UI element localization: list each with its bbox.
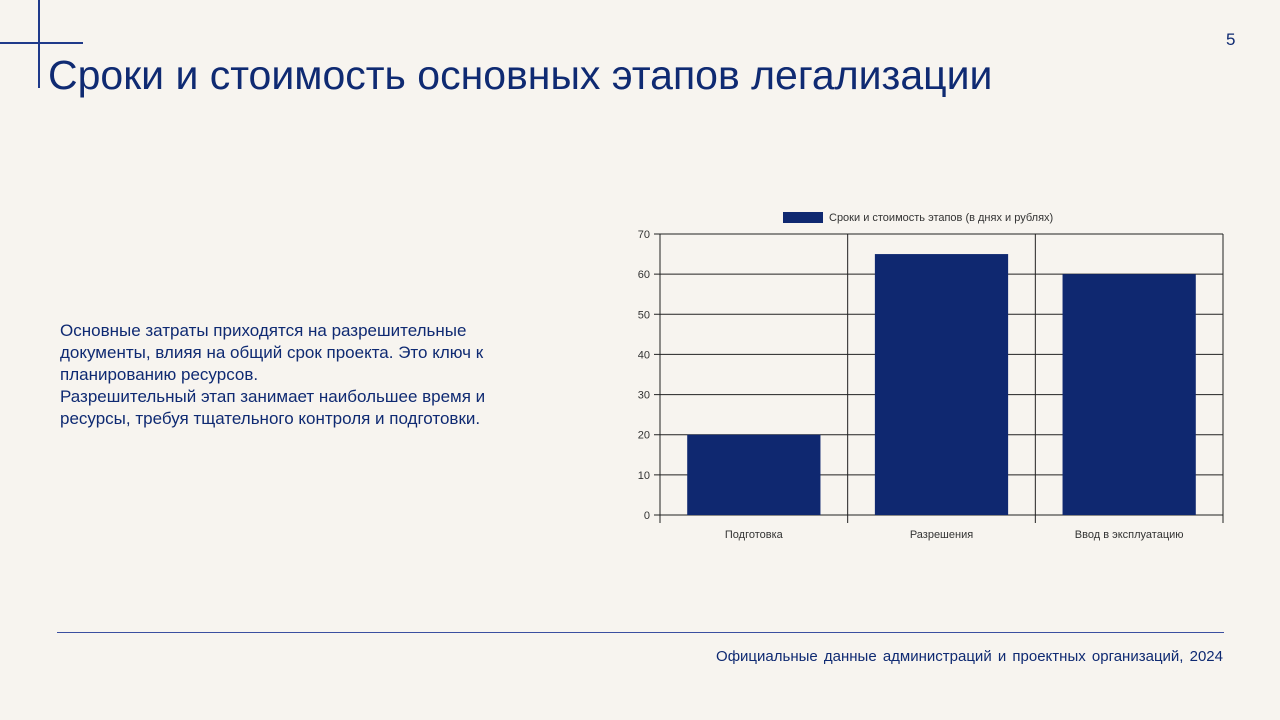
y-tick-label: 60 xyxy=(638,269,650,281)
x-tick-label: Подготовка xyxy=(725,529,784,541)
legend-label: Сроки и стоимость этапов (в днях и рубля… xyxy=(829,212,1053,224)
body-paragraph: Основные затраты приходятся на разрешите… xyxy=(60,321,484,384)
y-tick-label: 30 xyxy=(638,390,650,402)
bar-chart: 0 10 20 30 40 50 60 70 Подготовка Разрешения Ввод … xyxy=(638,212,1224,541)
decorative-crosshair-horizontal xyxy=(0,42,83,44)
bar xyxy=(874,254,1009,516)
legend-swatch xyxy=(783,212,823,223)
y-tick-label: 0 xyxy=(644,510,650,522)
x-tick-label: Ввод в эксплуатацию xyxy=(1075,529,1184,541)
y-tick-label: 50 xyxy=(638,309,650,321)
y-tick-label: 40 xyxy=(638,349,650,361)
body-text: Основные затраты приходятся на разрешите… xyxy=(60,320,560,430)
page-number: 5 xyxy=(1226,30,1236,49)
bar xyxy=(1062,274,1196,515)
footer-divider xyxy=(57,632,1224,633)
decorative-crosshair-vertical xyxy=(38,0,40,88)
x-tick-label: Разрешения xyxy=(910,529,973,541)
source-note: Официальные данные администраций и проек… xyxy=(716,648,1223,665)
bar xyxy=(687,434,821,515)
body-paragraph: Разрешительный этап занимает наибольшее … xyxy=(60,387,486,428)
y-tick-label: 70 xyxy=(638,229,650,241)
slide-title: Сроки и стоимость основных этапов легали… xyxy=(48,52,993,98)
y-tick-label: 10 xyxy=(638,470,650,482)
y-tick-label: 20 xyxy=(638,430,650,442)
